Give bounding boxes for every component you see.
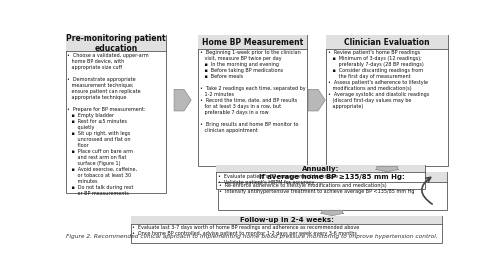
- Polygon shape: [308, 89, 325, 111]
- Polygon shape: [174, 89, 191, 111]
- Text: If average home BP ≥135/85 mm Hg:: If average home BP ≥135/85 mm Hg:: [260, 174, 405, 180]
- FancyBboxPatch shape: [218, 172, 447, 182]
- FancyBboxPatch shape: [326, 35, 448, 49]
- Text: •  Review patient's home BP readings
   ▪  Minimum of 3-days (12 readings);
    : • Review patient's home BP readings ▪ Mi…: [328, 50, 429, 109]
- Text: •  Re-enforce adherence to lifestyle modifications and medication(s)
•  Intensif: • Re-enforce adherence to lifestyle modi…: [219, 183, 414, 194]
- Text: •  Evaluate last 3-7 days worth of home BP readings and adherence as recommended: • Evaluate last 3-7 days worth of home B…: [132, 225, 360, 236]
- Text: Clinician Evaluation: Clinician Evaluation: [344, 38, 430, 46]
- FancyBboxPatch shape: [216, 165, 425, 190]
- FancyBboxPatch shape: [130, 216, 442, 224]
- Text: •  Evaluate patient's BP measurement technique
•  Validate patient's HBPM for ac: • Evaluate patient's BP measurement tech…: [218, 174, 338, 185]
- Text: Annually:: Annually:: [302, 166, 340, 171]
- Text: •  Beginning 1-week prior to the clinician
   visit, measure BP twice per day
  : • Beginning 1-week prior to the clinicia…: [200, 50, 306, 133]
- Polygon shape: [320, 210, 344, 216]
- FancyBboxPatch shape: [66, 35, 166, 193]
- FancyBboxPatch shape: [66, 35, 166, 51]
- Text: Pre-monitoring patient
education: Pre-monitoring patient education: [66, 34, 166, 53]
- Text: Figure 2. Recommended clinical approach to implementing home blood pressure moni: Figure 2. Recommended clinical approach …: [66, 234, 438, 239]
- FancyBboxPatch shape: [198, 35, 306, 166]
- Polygon shape: [376, 166, 399, 172]
- Text: Follow-up in 2-4 weeks:: Follow-up in 2-4 weeks:: [240, 217, 334, 223]
- FancyBboxPatch shape: [216, 165, 425, 172]
- FancyBboxPatch shape: [326, 35, 448, 166]
- Text: Home BP Measurement: Home BP Measurement: [202, 38, 303, 46]
- FancyBboxPatch shape: [198, 35, 306, 49]
- FancyBboxPatch shape: [130, 216, 442, 243]
- Text: •  Choose a validated, upper-arm
   home BP device, with
   appropriate size cuf: • Choose a validated, upper-arm home BP …: [67, 53, 149, 196]
- FancyBboxPatch shape: [218, 172, 447, 210]
